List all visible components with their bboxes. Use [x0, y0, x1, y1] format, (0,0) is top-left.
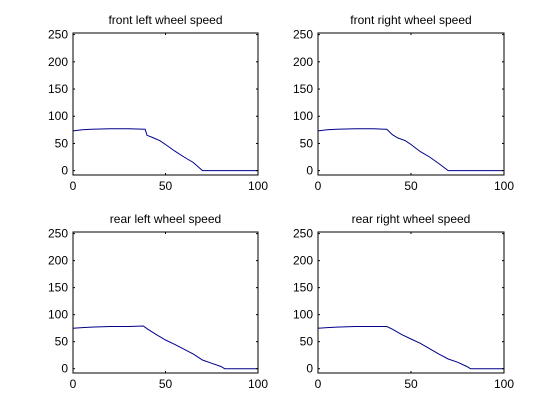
front-right-y-tick-label-100: 100 — [293, 109, 313, 123]
front-left-y-tick-label-250: 250 — [48, 28, 68, 42]
rear-right-y-tick-label-250: 250 — [293, 227, 313, 241]
front-right-series-line-0 — [317, 128, 504, 172]
front-right-y-tick-label-250: 250 — [293, 28, 313, 42]
rear-left-y-tick-label-0: 0 — [61, 362, 68, 376]
front-right-title: front right wheel speed — [350, 13, 471, 27]
rear-left-y-tick-label-100: 100 — [48, 308, 68, 322]
rear-left-x-tick-label-100: 100 — [248, 377, 268, 391]
rear-right-y-tick-label-200: 200 — [293, 254, 313, 268]
rear-right-y-tick-label-150: 150 — [293, 281, 313, 295]
front-right-y-tick-label-0: 0 — [306, 164, 313, 178]
rear-left-y-tick-label-200: 200 — [48, 254, 68, 268]
rear-right-series-line-0 — [317, 326, 504, 370]
rear-left-title: rear left wheel speed — [110, 212, 221, 226]
front-left-y-tick-label-0: 0 — [61, 164, 68, 178]
rear-right-panel: rear right wheel speed 0 50 100 0 50 100 150 200… — [293, 212, 514, 391]
front-right-x-tick-label-0: 0 — [315, 179, 322, 193]
front-right-x-tick-label-100: 100 — [494, 179, 514, 193]
front-left-y-tick-label-100: 100 — [48, 109, 68, 123]
rear-left-y-tick-label-250: 250 — [48, 227, 68, 241]
front-left-x-tick-label-100: 100 — [248, 179, 268, 193]
rear-right-x-tick-label-50: 50 — [404, 377, 418, 391]
front-left-title: front left wheel speed — [108, 13, 222, 27]
rear-right-title: rear right wheel speed — [352, 212, 471, 226]
rear-right-y-tick-label-100: 100 — [293, 308, 313, 322]
rear-left-x-tick-label-50: 50 — [159, 377, 173, 391]
rear-left-series-line-0 — [72, 325, 258, 370]
front-left-y-tick-label-200: 200 — [48, 55, 68, 69]
front-left-series-line-0 — [72, 128, 258, 172]
rear-right-x-tick-label-0: 0 — [315, 377, 322, 391]
front-left-y-tick-label-50: 50 — [55, 136, 69, 150]
rear-left-x-tick-label-0: 0 — [70, 377, 77, 391]
rear-right-y-tick-label-50: 50 — [300, 335, 314, 349]
front-right-y-tick-label-200: 200 — [293, 55, 313, 69]
front-right-y-tick-label-50: 50 — [300, 136, 314, 150]
front-right-y-tick-label-150: 150 — [293, 82, 313, 96]
rear-left-y-tick-label-50: 50 — [55, 335, 69, 349]
front-right-x-tick-label-50: 50 — [404, 179, 418, 193]
rear-left-panel: rear left wheel speed 0 50 100 0 50 100 150 200 2… — [48, 212, 268, 391]
front-right-panel: front right wheel speed 0 50 100 0 50 100 150 20… — [293, 13, 514, 193]
rear-right-y-tick-label-0: 0 — [306, 362, 313, 376]
front-left-x-tick-label-0: 0 — [70, 179, 77, 193]
front-left-panel: front left wheel speed 0 50 100 0 50 100 150 200… — [48, 13, 268, 193]
front-left-x-tick-label-50: 50 — [159, 179, 173, 193]
front-left-y-tick-label-150: 150 — [48, 82, 68, 96]
rear-left-y-tick-label-150: 150 — [48, 281, 68, 295]
rear-right-x-tick-label-100: 100 — [494, 377, 514, 391]
